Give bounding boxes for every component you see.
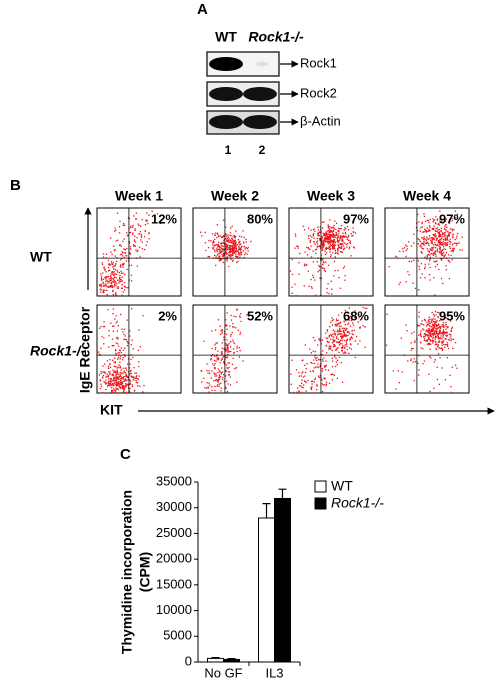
lane-number: 2 <box>259 143 266 157</box>
percentage: 95% <box>439 308 465 323</box>
blot-label: Rock2 <box>300 85 337 100</box>
percentage: 2% <box>158 308 177 323</box>
dot-cloud <box>385 310 458 394</box>
blot-label: Rock1 <box>300 55 337 70</box>
y-axis-title: (CPM) <box>137 552 153 592</box>
x-tick-label: No GF <box>204 665 242 680</box>
lane-header: Rock1-/- <box>248 29 304 45</box>
legend-label: Rock1-/- <box>331 495 384 511</box>
row-label: WT <box>30 249 52 265</box>
week-label: Week 1 <box>115 188 163 204</box>
error-bar <box>278 488 287 499</box>
percentage: 80% <box>247 211 273 226</box>
y-tick-label: 30000 <box>156 499 192 514</box>
bar <box>223 658 240 663</box>
panel-label: B <box>10 177 21 194</box>
panel-label: A <box>197 1 208 18</box>
lane-header: WT <box>215 29 237 45</box>
plot-frame <box>384 304 470 394</box>
blot-actin <box>206 110 280 135</box>
y-tick-label: 0 <box>185 653 192 668</box>
y-axis-label: IgE Receptor <box>77 306 93 393</box>
error-bar <box>227 658 236 660</box>
panel-label: C <box>120 446 131 463</box>
y-tick-label: 10000 <box>156 602 192 617</box>
bar <box>274 497 291 663</box>
legend-swatch <box>314 480 327 493</box>
error-bar <box>262 503 271 518</box>
lane-number: 1 <box>225 143 232 157</box>
blot-rock1 <box>206 51 280 77</box>
week-label: Week 2 <box>211 188 259 204</box>
error-bar <box>211 657 220 659</box>
x-tick-label: IL3 <box>265 665 283 680</box>
dot-cloud <box>97 308 145 394</box>
flow-plots: Week 1 Week 2 Week 3 Week 4 12% 80% 97% 97% 2% 52… <box>96 188 470 394</box>
y-tick-label: 5000 <box>163 628 192 643</box>
percentage: 97% <box>343 211 369 226</box>
legend-swatch <box>314 497 327 510</box>
blot-rock2 <box>206 81 280 107</box>
week-label: Week 4 <box>403 188 451 204</box>
y-tick-label: 35000 <box>156 473 192 488</box>
bar <box>207 657 224 663</box>
dot-cloud <box>290 306 368 394</box>
y-tick-label: 20000 <box>156 551 192 566</box>
plot-frame <box>384 207 470 297</box>
dot-cloud <box>388 210 463 296</box>
row-label: Rock1-/- <box>30 343 86 359</box>
percentage: 52% <box>247 308 273 323</box>
legend-label: WT <box>331 478 353 494</box>
percentage: 12% <box>151 211 177 226</box>
week-label: Week 3 <box>307 188 355 204</box>
x-axis-label: KIT <box>100 402 123 418</box>
dot-cloud <box>98 210 162 296</box>
blot-arrows <box>280 60 299 126</box>
y-axis-title: Thymidine incorporation <box>119 490 135 654</box>
dot-cloud <box>289 219 357 297</box>
blot-label: β-Actin <box>300 113 341 128</box>
y-tick-label: 25000 <box>156 525 192 540</box>
plot-frame <box>192 304 278 394</box>
bar <box>258 517 275 663</box>
percentage: 97% <box>439 211 465 226</box>
dot-cloud <box>200 219 252 268</box>
y-tick-label: 15000 <box>156 576 192 591</box>
percentage: 68% <box>343 308 369 323</box>
bar-chart: 0 5000 10000 15000 20000 25000 30000 35000 No GF… <box>156 473 384 680</box>
